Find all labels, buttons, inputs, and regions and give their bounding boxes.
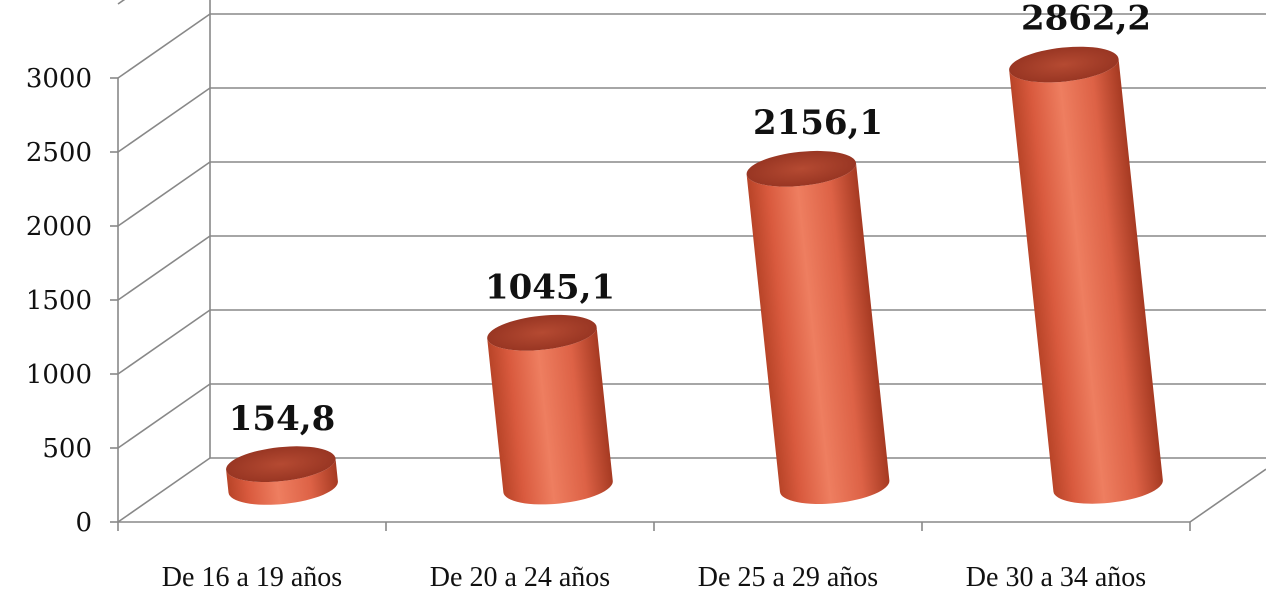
y-tick-label: 0 xyxy=(75,508,92,538)
y-tick-label: 1000 xyxy=(26,360,92,390)
bar xyxy=(746,150,890,504)
axes xyxy=(110,77,1191,531)
bar xyxy=(487,314,613,505)
y-tick-label: 500 xyxy=(42,434,92,464)
bar-body xyxy=(487,326,613,505)
data-label: 1045,1 xyxy=(485,267,615,307)
bar-top xyxy=(226,446,336,483)
bar-body xyxy=(1009,58,1163,504)
bar-body xyxy=(226,458,338,505)
gridline-diagonal xyxy=(117,87,211,153)
bar-body xyxy=(746,163,890,504)
x-tick-label: De 20 a 24 años xyxy=(430,562,610,590)
grid xyxy=(117,0,1266,523)
bar-top xyxy=(746,150,857,187)
x-tick-label: De 30 a 34 años xyxy=(966,562,1146,590)
data-label: 2156,1 xyxy=(753,103,883,143)
y-tick-label: 1500 xyxy=(26,286,92,316)
bars xyxy=(226,46,1163,505)
y-tick-label: 2000 xyxy=(26,212,92,242)
bar-top xyxy=(1009,46,1119,83)
gridline-diagonal xyxy=(117,383,211,449)
bar xyxy=(1009,46,1163,504)
gridline-diagonal xyxy=(117,457,211,523)
gridline-diagonal xyxy=(117,309,211,375)
gridline-diagonal xyxy=(117,161,211,227)
x-tick-label: De 25 a 29 años xyxy=(698,562,878,590)
data-label: 2862,2 xyxy=(1021,0,1151,38)
y-tick-label: 2500 xyxy=(26,138,92,168)
y-tick-label: 3000 xyxy=(26,64,92,94)
labels: 0 500 1000 1500 2000 2500 3000 De 16 a 19 años 1… xyxy=(26,0,1151,590)
gridline-diagonal xyxy=(117,0,126,5)
bar-top xyxy=(487,314,597,351)
data-label: 154,8 xyxy=(229,399,335,439)
x-tick-label: De 16 a 19 años xyxy=(162,562,342,590)
gridline-diagonal xyxy=(117,13,211,79)
gridline-diagonal xyxy=(117,235,211,301)
floor-edge xyxy=(1189,468,1266,523)
bar xyxy=(226,446,338,505)
